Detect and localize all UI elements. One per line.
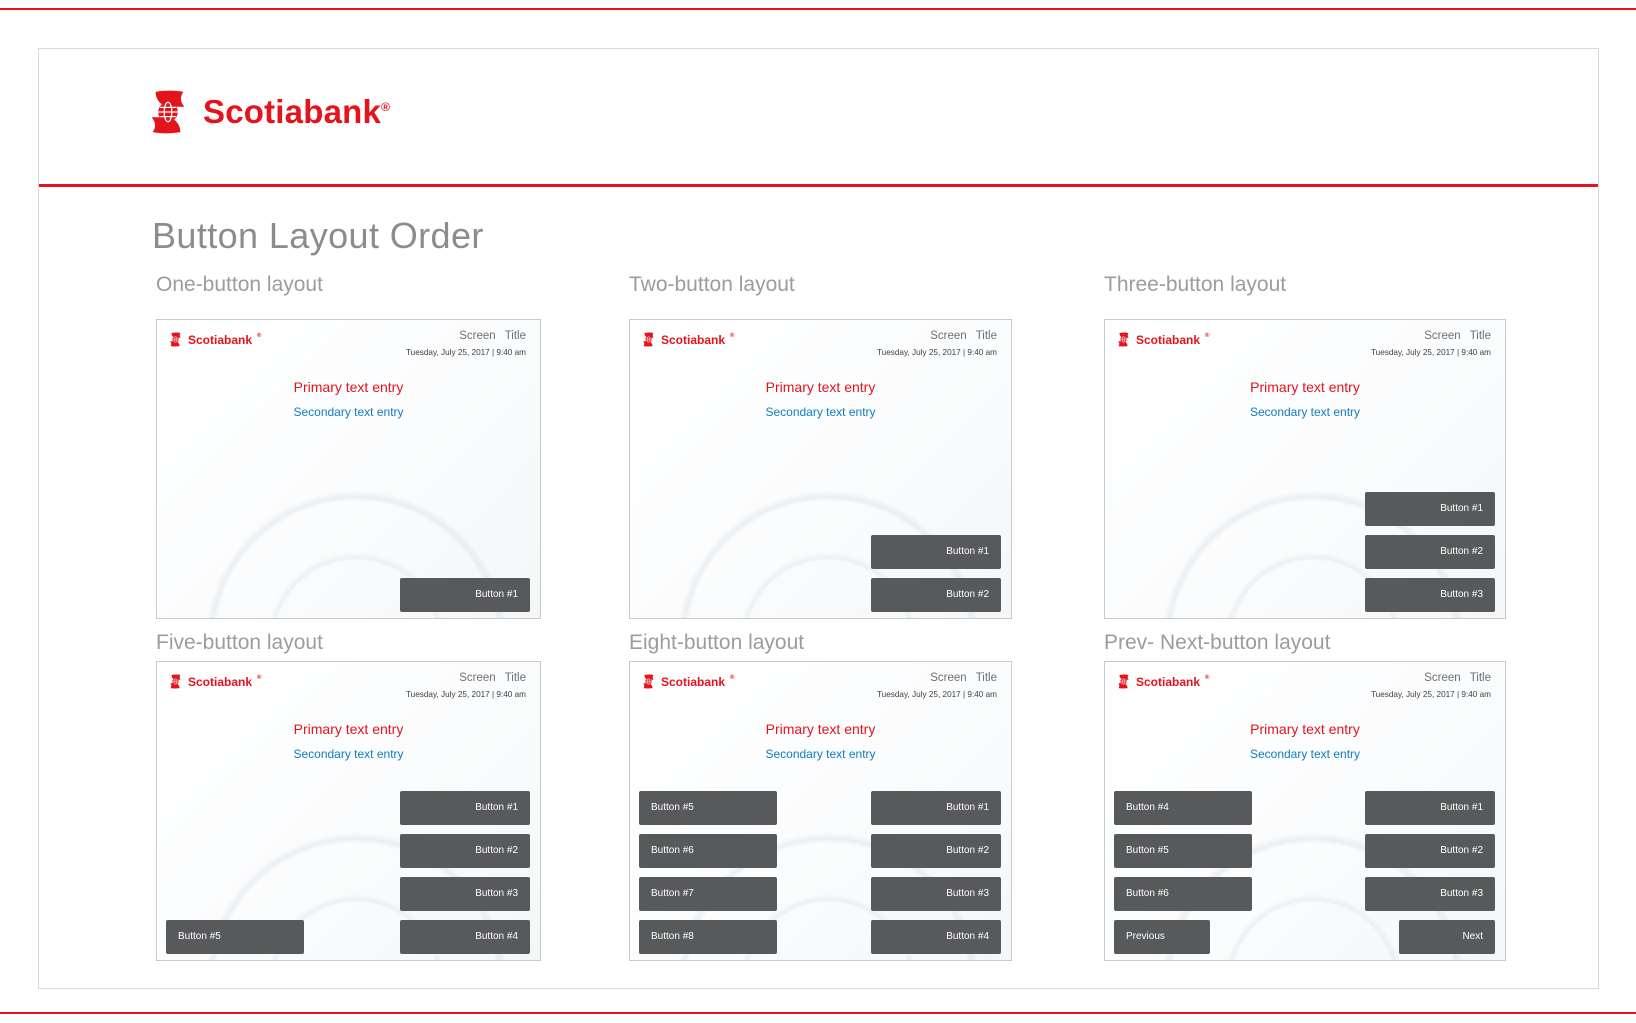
screen-title: Screen Title bbox=[1424, 672, 1491, 684]
primary-text: Primary text entry bbox=[765, 379, 876, 395]
scotiabank-logo-icon bbox=[169, 332, 182, 347]
screen-datetime: Tuesday, July 25, 2017 | 9:40 am bbox=[876, 348, 997, 357]
button-5[interactable]: Button #5 bbox=[639, 791, 777, 825]
previous-button[interactable]: Previous bbox=[1114, 920, 1210, 954]
button-2[interactable]: Button #2 bbox=[871, 834, 1001, 868]
header-divider bbox=[39, 184, 1598, 187]
screen-datetime: Tuesday, July 25, 2017 | 9:40 am bbox=[405, 690, 526, 699]
brand-wordmark: Scotiabank® bbox=[203, 93, 390, 131]
registered-mark: ® bbox=[381, 100, 391, 114]
scotiabank-logo: Scotiabank ® bbox=[168, 332, 261, 347]
bottom-accent-line bbox=[0, 1012, 1636, 1014]
secondary-text: Secondary text entry bbox=[1249, 747, 1361, 761]
button-3[interactable]: Button #3 bbox=[1365, 578, 1495, 612]
screen-datetime: Tuesday, July 25, 2017 | 9:40 am bbox=[1370, 348, 1491, 357]
scotiabank-logo-icon bbox=[1117, 332, 1130, 347]
mock-screen-one-button: Scotiabank ® Screen Title Tuesday, July 2… bbox=[156, 319, 541, 619]
mock-screen-two-button: Scotiabank ® Screen Title Tuesday, July 2… bbox=[629, 319, 1012, 619]
screen-datetime: Tuesday, July 25, 2017 | 9:40 am bbox=[876, 690, 997, 699]
section-label-two-button: Two-button layout bbox=[629, 273, 795, 296]
button-2[interactable]: Button #2 bbox=[400, 834, 530, 868]
secondary-text: Secondary text entry bbox=[293, 747, 404, 761]
button-1[interactable]: Button #1 bbox=[871, 535, 1001, 569]
section-label-prev-next: Prev- Next-button layout bbox=[1104, 631, 1331, 654]
brand-name: Scotiabank bbox=[1136, 674, 1201, 689]
button-8[interactable]: Button #8 bbox=[639, 920, 777, 954]
primary-text: Primary text entry bbox=[293, 379, 404, 395]
brand-name: Scotiabank bbox=[203, 93, 382, 130]
button-6[interactable]: Button #6 bbox=[1114, 877, 1252, 911]
registered-mark: ® bbox=[257, 674, 262, 681]
button-2[interactable]: Button #2 bbox=[871, 578, 1001, 612]
mock-screen-prev-next: Scotiabank ® Screen Title Tuesday, July 2… bbox=[1104, 661, 1506, 961]
screen-title: Screen Title bbox=[930, 672, 997, 684]
brand-name: Scotiabank bbox=[661, 674, 726, 689]
scotiabank-logo: Scotiabank ® bbox=[1116, 674, 1209, 689]
button-1[interactable]: Button #1 bbox=[1365, 791, 1495, 825]
mock-screen-five-button: Scotiabank ® Screen Title Tuesday, July 2… bbox=[156, 661, 541, 961]
document-sheet: Scotiabank® Button Layout Order One-butt… bbox=[38, 48, 1599, 989]
button-1[interactable]: Button #1 bbox=[400, 791, 530, 825]
top-accent-line bbox=[0, 8, 1636, 10]
scotiabank-logo-icon bbox=[169, 674, 182, 689]
registered-mark: ® bbox=[730, 674, 735, 681]
next-button[interactable]: Next bbox=[1399, 920, 1495, 954]
button-7[interactable]: Button #7 bbox=[639, 877, 777, 911]
registered-mark: ® bbox=[1205, 332, 1210, 339]
section-label-one-button: One-button layout bbox=[156, 273, 323, 296]
primary-text: Primary text entry bbox=[1250, 379, 1360, 395]
button-4[interactable]: Button #4 bbox=[1114, 791, 1252, 825]
screen-datetime: Tuesday, July 25, 2017 | 9:40 am bbox=[1370, 690, 1491, 699]
screen-title: Screen Title bbox=[459, 672, 526, 684]
primary-text: Primary text entry bbox=[1250, 721, 1360, 737]
screen-title: Screen Title bbox=[459, 330, 526, 342]
scotiabank-logo-icon bbox=[1117, 674, 1130, 689]
primary-text: Primary text entry bbox=[293, 721, 404, 737]
scotiabank-logo: Scotiabank ® bbox=[641, 674, 734, 689]
scotiabank-logo-icon bbox=[151, 90, 185, 134]
section-label-three-button: Three-button layout bbox=[1104, 273, 1287, 296]
brand-name: Scotiabank bbox=[188, 332, 253, 347]
button-3[interactable]: Button #3 bbox=[871, 877, 1001, 911]
screen-datetime: Tuesday, July 25, 2017 | 9:40 am bbox=[405, 348, 526, 357]
secondary-text: Secondary text entry bbox=[293, 405, 404, 419]
button-5[interactable]: Button #5 bbox=[1114, 834, 1252, 868]
button-3[interactable]: Button #3 bbox=[400, 877, 530, 911]
primary-text: Primary text entry bbox=[765, 721, 876, 737]
scotiabank-logo: Scotiabank® bbox=[145, 89, 390, 135]
page-title: Button Layout Order bbox=[152, 215, 484, 256]
registered-mark: ® bbox=[257, 332, 262, 339]
scotiabank-logo: Scotiabank ® bbox=[641, 332, 734, 347]
button-4[interactable]: Button #4 bbox=[400, 920, 530, 954]
button-2[interactable]: Button #2 bbox=[1365, 834, 1495, 868]
brand-name: Scotiabank bbox=[1136, 332, 1201, 347]
scotiabank-logo: Scotiabank ® bbox=[1116, 332, 1209, 347]
button-1[interactable]: Button #1 bbox=[871, 791, 1001, 825]
button-5[interactable]: Button #5 bbox=[166, 920, 304, 954]
brand-name: Scotiabank bbox=[661, 332, 726, 347]
section-label-eight-button: Eight-button layout bbox=[629, 631, 805, 654]
section-label-five-button: Five-button layout bbox=[156, 631, 323, 654]
scotiabank-logo: Scotiabank ® bbox=[168, 674, 261, 689]
button-2[interactable]: Button #2 bbox=[1365, 535, 1495, 569]
secondary-text: Secondary text entry bbox=[765, 405, 876, 419]
screen-title: Screen Title bbox=[930, 330, 997, 342]
registered-mark: ® bbox=[730, 332, 735, 339]
registered-mark: ® bbox=[1205, 674, 1210, 681]
secondary-text: Secondary text entry bbox=[1249, 405, 1361, 419]
scotiabank-logo-icon bbox=[642, 674, 655, 689]
button-1[interactable]: Button #1 bbox=[1365, 492, 1495, 526]
screen-title: Screen Title bbox=[1424, 330, 1491, 342]
brand-name: Scotiabank bbox=[188, 674, 253, 689]
button-1[interactable]: Button #1 bbox=[400, 578, 530, 612]
secondary-text: Secondary text entry bbox=[765, 747, 876, 761]
mock-screen-eight-button: Scotiabank ® Screen Title Tuesday, July 2… bbox=[629, 661, 1012, 961]
button-6[interactable]: Button #6 bbox=[639, 834, 777, 868]
button-4[interactable]: Button #4 bbox=[871, 920, 1001, 954]
mock-screen-three-button: Scotiabank ® Screen Title Tuesday, July 2… bbox=[1104, 319, 1506, 619]
button-3[interactable]: Button #3 bbox=[1365, 877, 1495, 911]
scotiabank-logo-icon bbox=[642, 332, 655, 347]
